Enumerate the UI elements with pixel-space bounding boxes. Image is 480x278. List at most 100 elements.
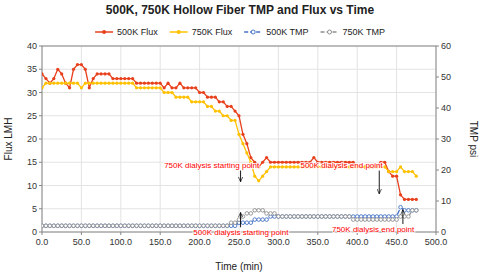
series-marker: [265, 156, 268, 159]
plot-frame: [42, 46, 436, 232]
series-marker: [320, 215, 324, 219]
series-marker: [230, 119, 233, 122]
series-marker: [119, 224, 123, 228]
series-marker: [336, 215, 340, 219]
series-marker: [288, 215, 292, 219]
series-marker: [190, 224, 194, 228]
series-marker: [170, 91, 173, 94]
series-marker: [84, 224, 88, 228]
series-marker: [415, 175, 418, 178]
series-marker: [292, 215, 296, 219]
x-tick-label: 200.0: [188, 237, 211, 247]
series-marker: [194, 86, 197, 89]
data: [42, 63, 418, 228]
legend-marker: [177, 30, 181, 34]
y-tick-label: 35: [27, 64, 37, 74]
annotation-arrow: [402, 210, 403, 224]
series-marker: [273, 165, 276, 168]
series-marker: [56, 224, 60, 228]
series-marker: [115, 224, 119, 228]
series-marker: [202, 100, 205, 103]
series-marker: [131, 82, 134, 85]
legend-label: 500K Flux: [117, 27, 158, 37]
series-marker: [103, 224, 107, 228]
series-marker: [383, 165, 386, 168]
series-marker: [379, 218, 383, 222]
series-marker: [166, 224, 170, 228]
series-marker: [42, 224, 44, 228]
series-marker: [293, 165, 296, 168]
annotation-text: 750K dialysis starting point: [164, 161, 260, 170]
series-marker: [415, 209, 419, 213]
series-marker: [218, 110, 221, 113]
legend-item: 750K Flux: [170, 27, 233, 37]
x-tick-label: 100.0: [110, 237, 133, 247]
series-marker: [194, 224, 198, 228]
series-marker: [289, 165, 292, 168]
y-tick: [39, 92, 42, 93]
series-marker: [253, 218, 257, 222]
series-marker: [285, 165, 288, 168]
series-marker: [143, 224, 147, 228]
series-marker: [143, 82, 146, 85]
series-marker: [237, 133, 240, 136]
y-tick: [39, 139, 42, 140]
series-marker: [257, 218, 261, 222]
series-marker: [182, 86, 185, 89]
series-marker: [131, 224, 135, 228]
grid-line: [42, 139, 436, 140]
series-marker: [194, 224, 198, 228]
series-marker: [202, 224, 206, 228]
y-tick: [39, 185, 42, 186]
series-marker: [391, 170, 394, 173]
x-tick: [160, 232, 161, 235]
y2-tick-label: 40: [441, 103, 451, 113]
series-marker: [245, 142, 248, 145]
series-marker: [249, 212, 253, 216]
series-marker: [277, 215, 281, 219]
series-marker: [123, 77, 126, 80]
series-marker: [253, 175, 256, 178]
series-marker: [411, 209, 415, 213]
series-marker: [131, 224, 135, 228]
series-marker: [68, 224, 72, 228]
series-marker: [316, 215, 320, 219]
series-marker: [269, 212, 273, 216]
series-marker: [336, 215, 340, 219]
series-marker: [88, 86, 91, 89]
y2-tick: [436, 77, 439, 78]
series-marker: [261, 218, 265, 222]
y-tick-label: 5: [32, 204, 37, 214]
series-marker: [107, 224, 111, 228]
series-marker: [297, 161, 300, 164]
y2-tick: [436, 201, 439, 202]
series-marker: [221, 224, 225, 228]
series-marker: [48, 82, 51, 85]
series-marker: [308, 215, 312, 219]
x-axis-label: Time (min): [215, 261, 262, 272]
series-marker: [139, 86, 142, 89]
y-tick-label: 20: [27, 134, 37, 144]
y-tick-label: 30: [27, 88, 37, 98]
series-marker: [281, 215, 285, 219]
y-tick: [39, 115, 42, 116]
series-marker: [166, 224, 170, 228]
plot-background: [42, 46, 436, 232]
series-marker: [178, 224, 182, 228]
x-tick-label: 150.0: [149, 237, 172, 247]
series-marker: [399, 193, 402, 196]
series-marker: [99, 224, 103, 228]
chart: 0.050.0100.0150.0200.0250.0300.0350.0400…: [0, 0, 480, 278]
series-marker: [139, 224, 143, 228]
y2-tick-label: 10: [441, 196, 451, 206]
series-marker: [163, 91, 166, 94]
series-marker: [269, 161, 272, 164]
series-marker: [64, 82, 67, 85]
series-marker: [107, 82, 110, 85]
series-marker: [119, 82, 122, 85]
series-marker: [233, 119, 236, 122]
grid-line: [42, 208, 436, 209]
series-marker: [163, 86, 166, 89]
series-marker: [143, 224, 147, 228]
y-tick: [39, 46, 42, 47]
